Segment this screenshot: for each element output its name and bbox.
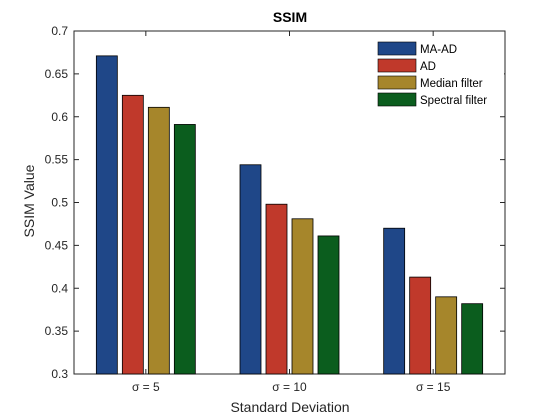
y-tick-label: 0.3 (51, 367, 68, 381)
bar-median-filter-2 (291, 218, 314, 375)
legend-label: Median filter (420, 78, 483, 90)
legend-swatch (377, 75, 417, 90)
x-axis-label: Standard Deviation (230, 399, 349, 415)
x-tick-label: σ = 15 (416, 380, 451, 394)
bar-spectral-filter-1 (173, 124, 196, 375)
legend-swatch (377, 41, 417, 56)
bar-ma-ad-3 (383, 227, 406, 375)
y-tick-label: 0.45 (45, 238, 69, 252)
y-tick-label: 0.65 (45, 67, 69, 81)
x-tick-label: σ = 5 (132, 380, 160, 394)
y-tick-label: 0.35 (45, 324, 69, 338)
bar-ad-3 (409, 276, 432, 375)
y-axis-label: SSIM Value (21, 164, 37, 237)
bar-spectral-filter-3 (461, 303, 484, 375)
y-tick-label: 0.4 (51, 281, 68, 295)
x-tick-label: σ = 10 (272, 380, 307, 394)
y-tick-label: 0.7 (51, 24, 68, 38)
legend-label: Spectral filter (420, 95, 487, 107)
legend-label: AD (420, 61, 436, 73)
bar-median-filter-1 (147, 106, 170, 375)
legend-label: MA-AD (420, 44, 457, 56)
bar-ma-ad-2 (239, 164, 262, 375)
legend-swatch (377, 92, 417, 107)
bar-median-filter-3 (435, 296, 458, 375)
bar-ad-1 (121, 94, 144, 375)
y-tick-label: 0.6 (51, 110, 68, 124)
chart-title: SSIM (273, 9, 307, 25)
bar-ma-ad-1 (95, 55, 118, 375)
y-tick-label: 0.55 (45, 153, 69, 167)
bar-spectral-filter-2 (317, 235, 340, 375)
legend: MA-AD AD Median filter Spectral filter (370, 36, 504, 110)
y-tick-label: 0.5 (51, 196, 68, 210)
legend-swatch (377, 58, 417, 73)
bar-ad-2 (265, 203, 288, 375)
